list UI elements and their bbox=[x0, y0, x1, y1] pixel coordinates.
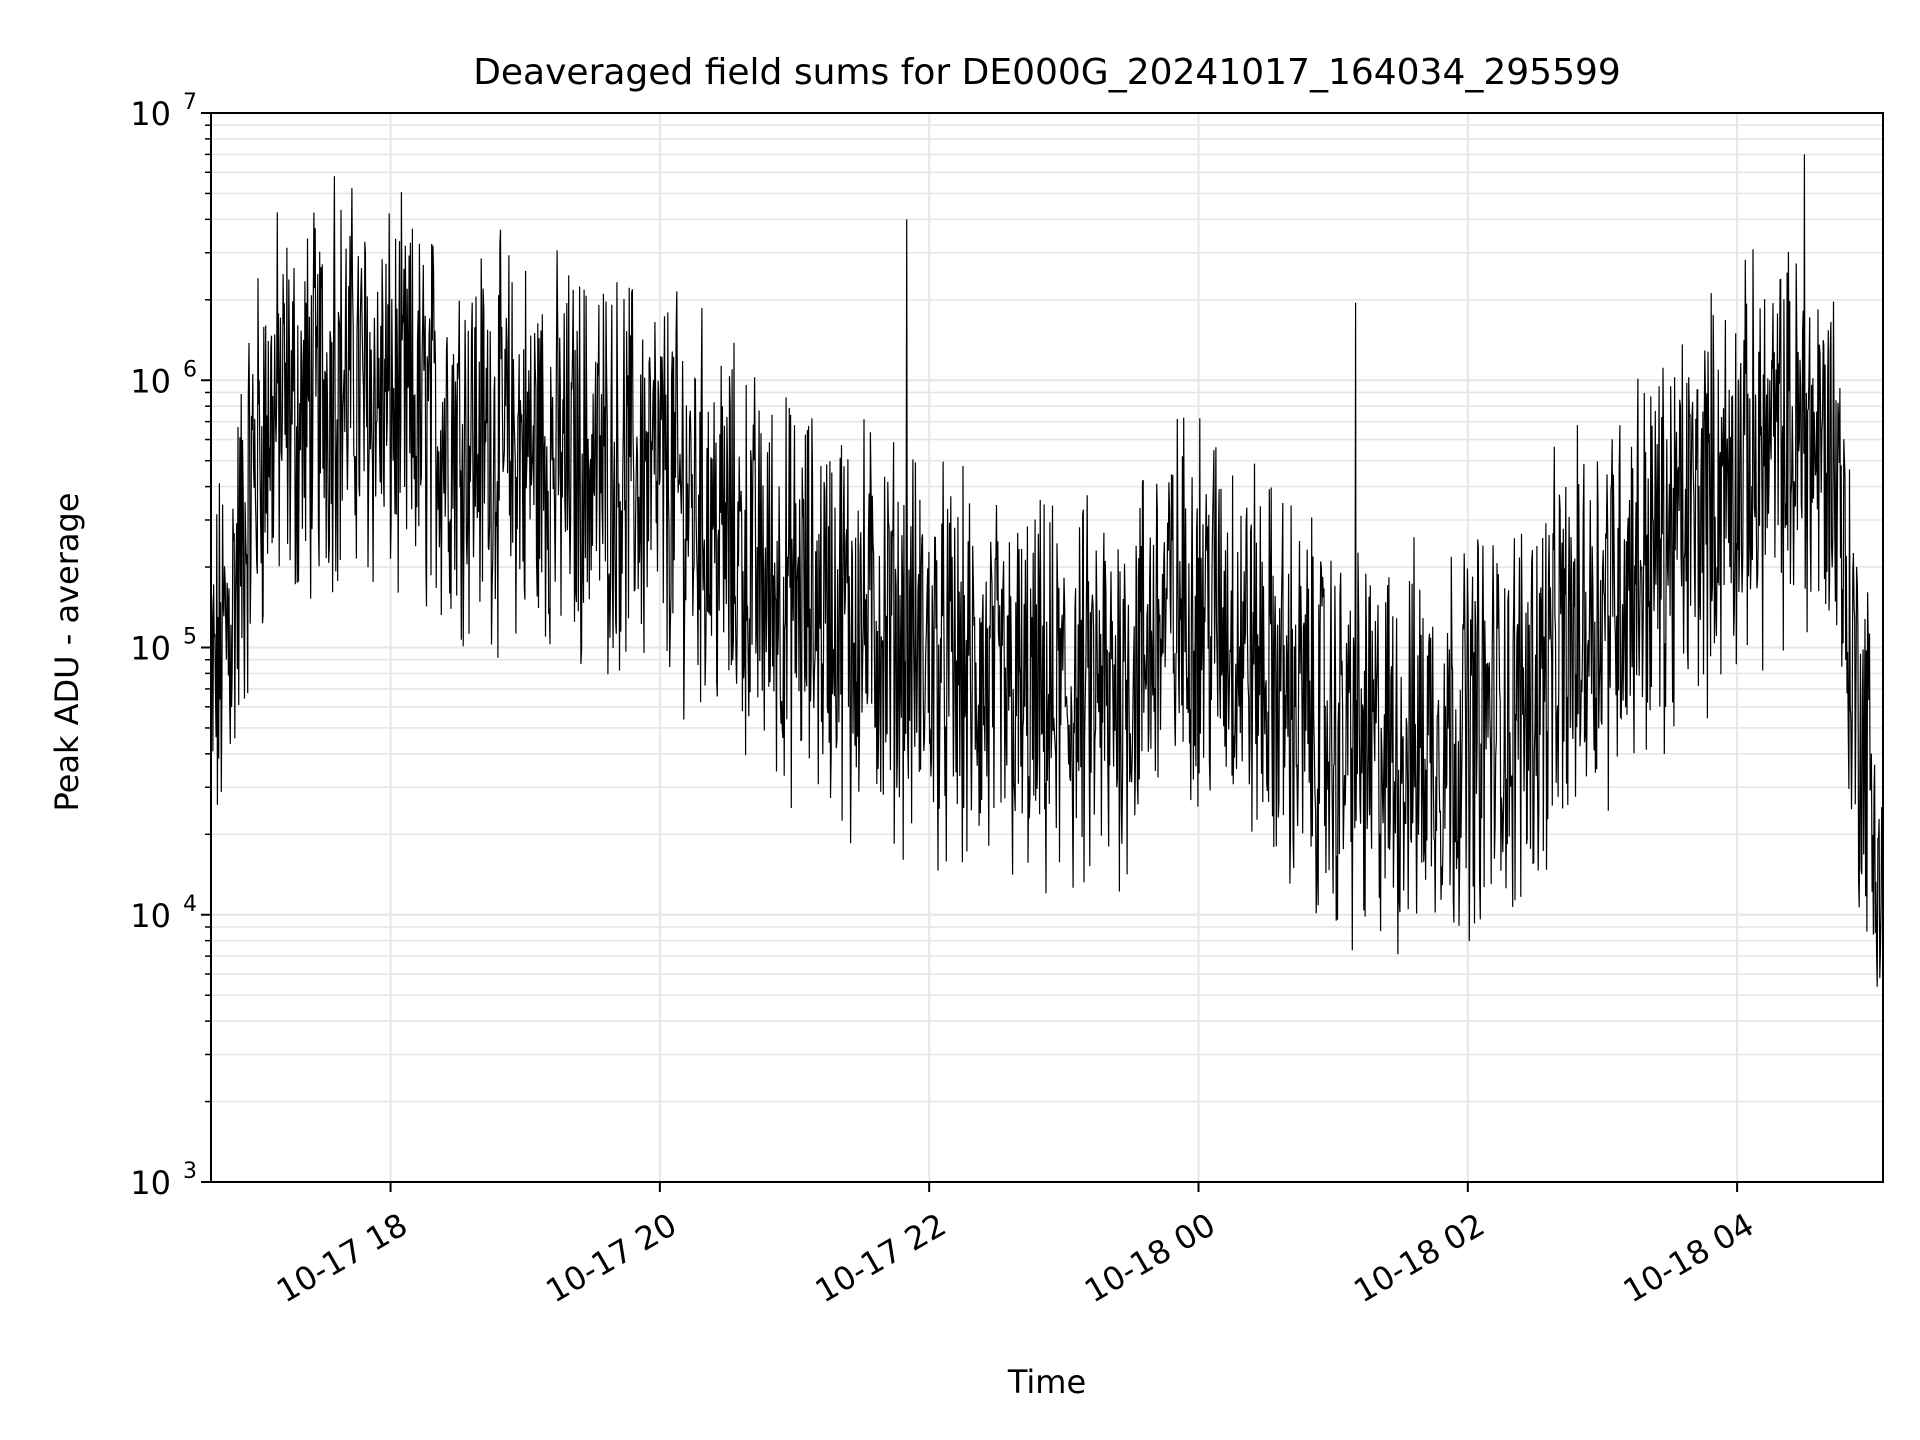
y-tick-label: 10 bbox=[130, 362, 171, 400]
y-tick-exponent: 3 bbox=[183, 1159, 197, 1184]
y-tick-exponent: 7 bbox=[183, 90, 197, 115]
y-tick-exponent: 5 bbox=[183, 625, 197, 650]
y-tick-label: 10 bbox=[130, 1164, 171, 1202]
x-axis-label: Time bbox=[1007, 1363, 1086, 1401]
grid-lines bbox=[211, 113, 1883, 1183]
series-line bbox=[210, 154, 1884, 1031]
y-tick-label: 10 bbox=[130, 95, 171, 133]
chart-title: Deaveraged field sums for DE000G_2024101… bbox=[473, 52, 1621, 93]
y-tick-label: 10 bbox=[130, 630, 171, 668]
plot-series bbox=[210, 154, 1884, 1031]
y-tick-exponent: 6 bbox=[183, 357, 197, 382]
y-axis-ticks: 10 3 10 4 10 5 10 6 10 7 bbox=[130, 90, 211, 1202]
y-axis-label: Peak ADU - average bbox=[48, 493, 86, 812]
y-tick-label: 10 bbox=[130, 897, 171, 935]
y-tick-exponent: 4 bbox=[183, 892, 197, 917]
